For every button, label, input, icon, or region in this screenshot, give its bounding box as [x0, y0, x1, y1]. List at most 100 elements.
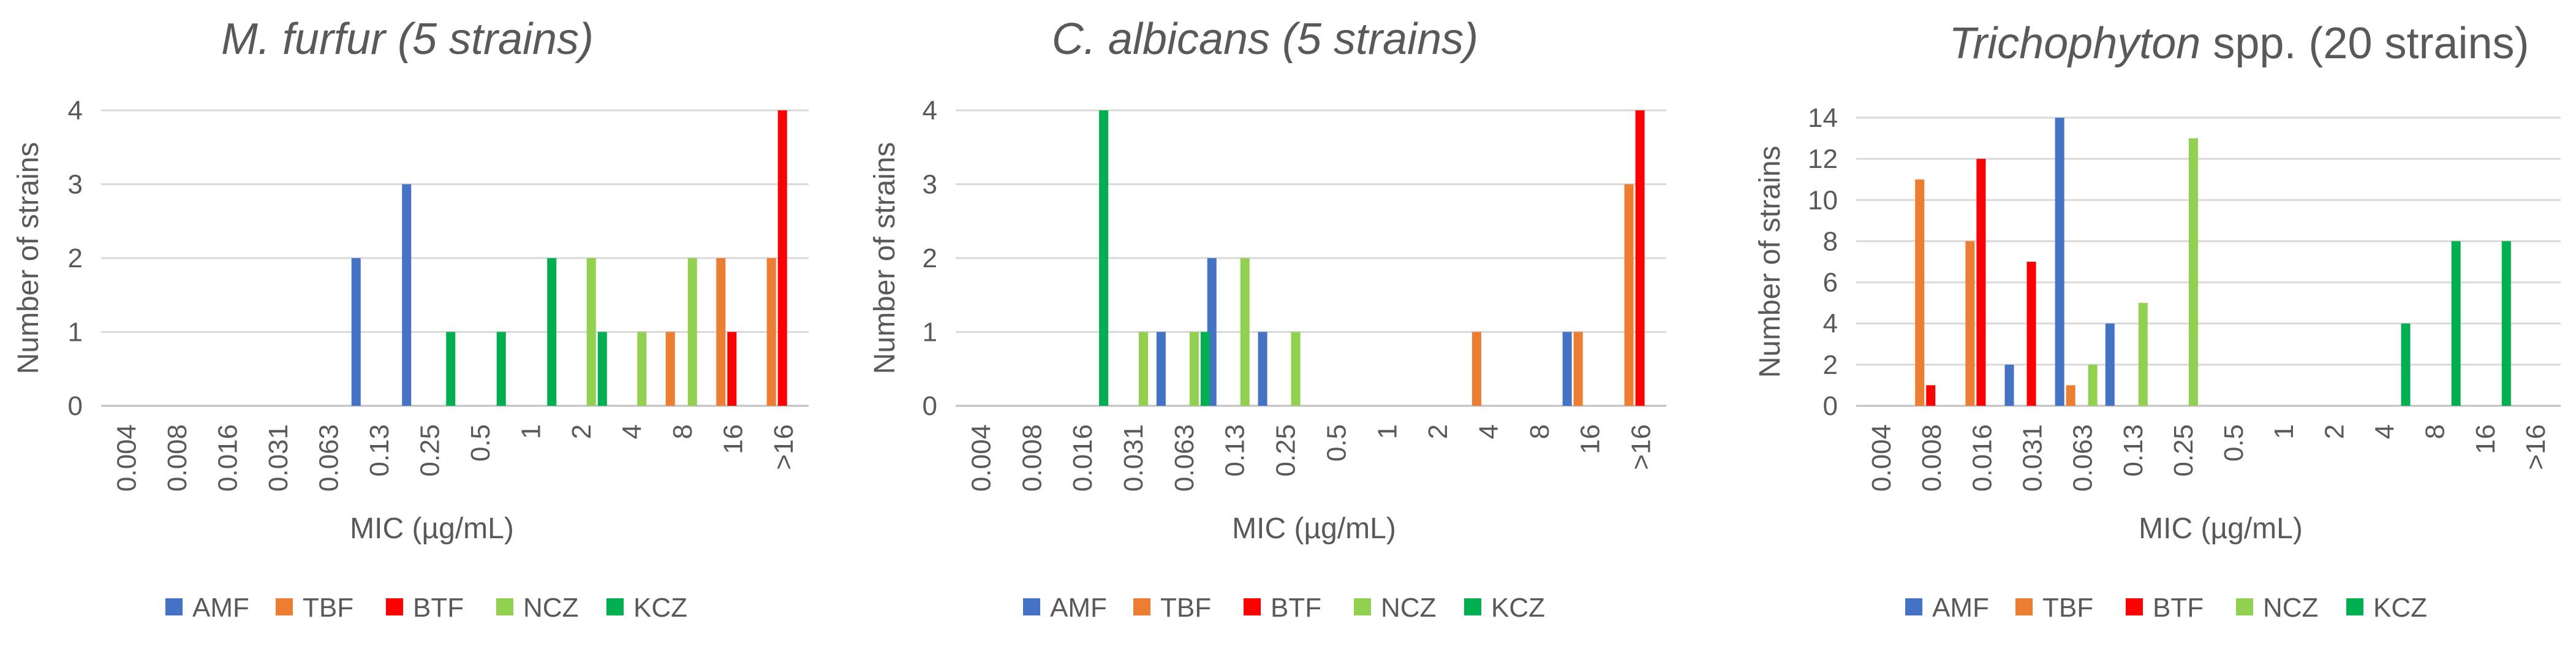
bar-ncz-5 — [1240, 258, 1250, 406]
x-tick-label: 0.004 — [966, 424, 996, 492]
x-tick-label: 0.031 — [263, 424, 293, 492]
chart-trichophyton: Trichophyton spp. (20 strains)0246810121… — [1754, 19, 2561, 623]
y-tick-label: 14 — [1808, 103, 1838, 133]
x-tick-label: 0.13 — [364, 424, 395, 477]
legend-label-tbf: TBF — [303, 593, 353, 623]
x-tick-label: 0.008 — [1917, 424, 1947, 492]
bar-kcz-4 — [1200, 332, 1210, 406]
legend-label-ncz: NCZ — [523, 593, 578, 623]
x-tick-label: 16 — [2471, 424, 2501, 454]
y-tick-label: 10 — [1808, 185, 1838, 215]
y-tick-label: 4 — [923, 96, 937, 126]
bar-amf-5 — [351, 258, 361, 406]
chart-title-part: M. furfur (5 strains) — [221, 15, 594, 64]
bar-amf-4 — [2055, 118, 2064, 406]
y-tick-label: 4 — [68, 96, 83, 126]
x-tick-label: 0.25 — [415, 424, 445, 477]
x-tick-label: 0.004 — [1867, 424, 1897, 492]
legend-swatch-ncz — [2236, 598, 2253, 615]
y-tick-label: 8 — [1823, 226, 1838, 256]
legend-label-ncz: NCZ — [2263, 593, 2318, 623]
bar-ncz-5 — [2138, 303, 2148, 406]
x-tick-label: 0.25 — [2169, 424, 2199, 477]
chart-title-part: spp. (20 strains) — [2200, 19, 2529, 68]
y-tick-label: 12 — [1808, 144, 1838, 174]
x-tick-label: 0.5 — [1321, 424, 1351, 462]
legend-label-btf: BTF — [1271, 593, 1321, 623]
bar-btf-3 — [2026, 262, 2036, 406]
bar-tbf-12 — [716, 258, 726, 406]
bar-tbf-1 — [1915, 179, 1925, 406]
bar-btf-13 — [777, 110, 787, 406]
x-tick-label: 2 — [1423, 424, 1453, 439]
legend-swatch-btf — [1244, 598, 1261, 615]
x-tick-label: 0.25 — [1271, 424, 1301, 477]
y-tick-label: 6 — [1823, 268, 1838, 298]
x-tick-label: 1 — [1372, 424, 1402, 439]
bar-btf-2 — [1976, 159, 1986, 406]
bar-kcz-6 — [446, 332, 456, 406]
bar-ncz-3 — [1139, 332, 1148, 406]
x-tick-label: 16 — [718, 424, 748, 454]
legend-label-kcz: KCZ — [1491, 593, 1545, 623]
legend-swatch-tbf — [2015, 598, 2033, 615]
legend-swatch-tbf — [1133, 598, 1150, 615]
legend-label-ncz: NCZ — [1381, 593, 1436, 623]
x-tick-label: >16 — [2521, 424, 2551, 470]
x-axis-label: MIC (µg/mL) — [350, 512, 514, 545]
x-tick-label: 0.063 — [2068, 424, 2098, 492]
x-tick-label: 0.008 — [162, 424, 192, 492]
x-tick-label: 0.004 — [111, 424, 142, 492]
x-tick-label: 16 — [1576, 424, 1606, 454]
bar-ncz-9 — [586, 258, 596, 406]
x-tick-label: >16 — [1626, 424, 1656, 470]
legend-swatch-tbf — [276, 598, 293, 615]
bar-tbf-13 — [766, 258, 776, 406]
bar-kcz-8 — [547, 258, 557, 406]
bar-ncz-6 — [1291, 332, 1301, 406]
legend-label-kcz: KCZ — [633, 593, 687, 623]
bar-amf-12 — [1562, 332, 1572, 406]
x-axis-label: MIC (µg/mL) — [1232, 512, 1396, 545]
legend-label-btf: BTF — [413, 593, 464, 623]
bar-kcz-11 — [2451, 241, 2461, 406]
bar-kcz-9 — [597, 332, 607, 406]
bar-tbf-12 — [1573, 332, 1583, 406]
x-tick-label: 8 — [2420, 424, 2450, 439]
bar-ncz-4 — [1189, 332, 1199, 406]
x-tick-label: 0.031 — [1119, 424, 1149, 492]
bar-amf-5 — [2105, 323, 2115, 406]
legend-swatch-amf — [1023, 598, 1040, 615]
x-tick-label: 1 — [516, 424, 546, 439]
legend-swatch-btf — [2126, 598, 2143, 615]
x-tick-label: 0.13 — [2118, 424, 2148, 477]
bar-kcz-7 — [496, 332, 506, 406]
bar-tbf-2 — [1965, 241, 1975, 406]
bar-tbf-11 — [665, 332, 675, 406]
y-tick-label: 0 — [1823, 391, 1838, 421]
x-tick-label: 0.031 — [2018, 424, 2048, 492]
x-tick-label: 0.016 — [213, 424, 243, 492]
x-tick-label: 1 — [2269, 424, 2299, 439]
legend-label-amf: AMF — [1050, 593, 1107, 623]
bar-tbf-4 — [2066, 385, 2076, 406]
x-tick-label: 0.5 — [2219, 424, 2249, 462]
legend-swatch-btf — [386, 598, 403, 615]
x-tick-label: 8 — [668, 424, 698, 439]
bar-kcz-10 — [2401, 323, 2411, 406]
bar-btf-13 — [1635, 110, 1645, 406]
x-tick-label: 0.5 — [466, 424, 496, 462]
bar-ncz-11 — [687, 258, 697, 406]
legend-swatch-ncz — [496, 598, 513, 615]
bar-ncz-6 — [2188, 138, 2198, 406]
y-tick-label: 2 — [1823, 350, 1838, 380]
y-tick-label: 1 — [68, 318, 83, 348]
legend-label-btf: BTF — [2153, 593, 2204, 623]
y-axis-label: Number of strains — [1754, 146, 1786, 378]
legend-label-amf: AMF — [192, 593, 249, 623]
bar-btf-1 — [1926, 385, 1936, 406]
x-tick-label: >16 — [769, 424, 799, 470]
bar-amf-6 — [402, 184, 412, 406]
y-tick-label: 2 — [68, 243, 83, 273]
